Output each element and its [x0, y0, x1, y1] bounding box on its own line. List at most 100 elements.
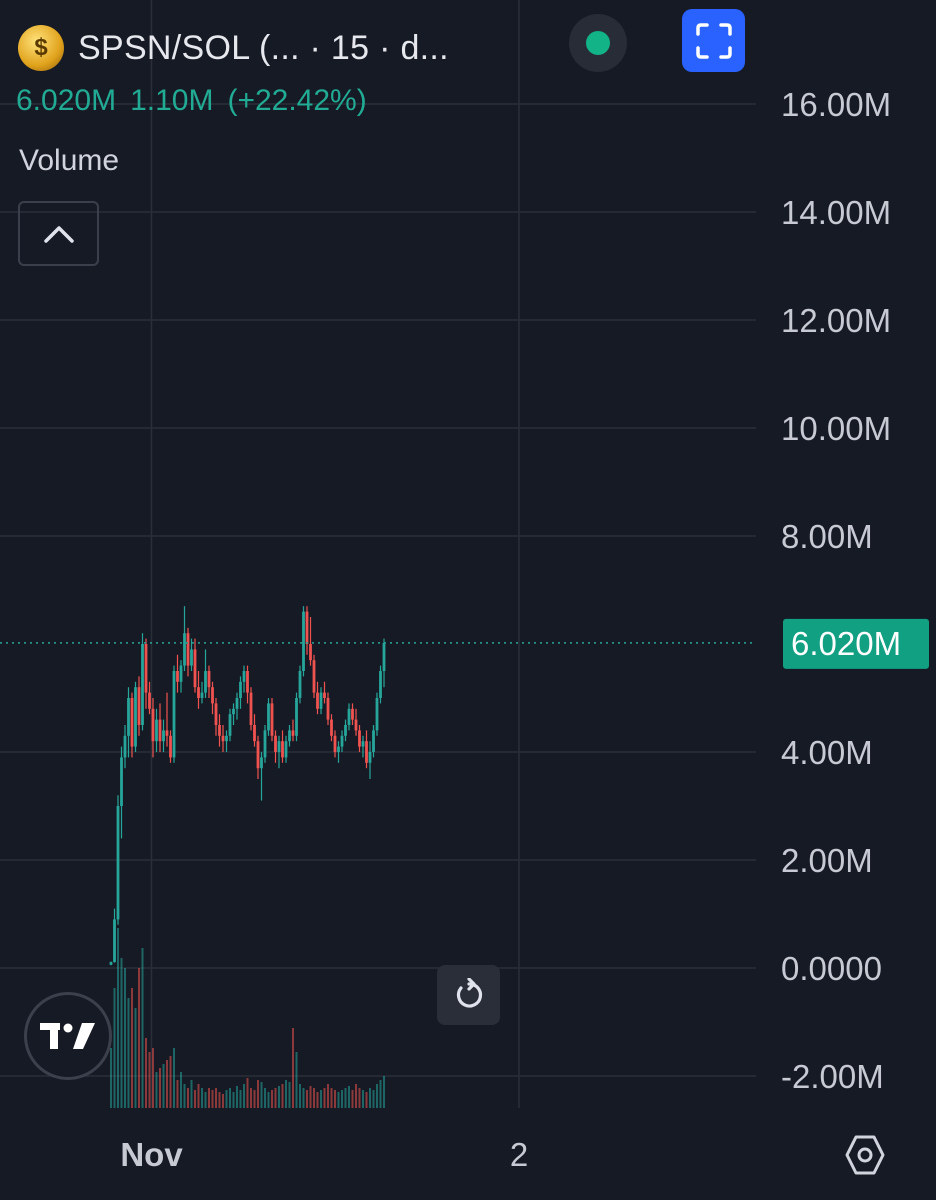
- symbol-header[interactable]: $ SPSN/SOL (... · 15 · d...: [18, 24, 449, 72]
- candle-body: [305, 611, 309, 644]
- candle-body: [277, 741, 281, 752]
- price-tick-label: 16.00M: [781, 86, 891, 123]
- chevron-up-icon: [43, 225, 74, 243]
- volume-bar: [264, 1088, 266, 1108]
- candle-body: [281, 741, 284, 758]
- candle-body: [333, 735, 337, 752]
- candle-body: [298, 671, 302, 698]
- volume-bar: [257, 1080, 259, 1108]
- volume-bar: [169, 1056, 172, 1108]
- candle-body: [309, 644, 312, 661]
- candle-body: [179, 665, 183, 682]
- candle-body: [165, 730, 169, 736]
- volume-bar: [306, 1090, 308, 1108]
- volume-bar: [299, 1084, 301, 1108]
- price-tick-label: 14.00M: [781, 194, 891, 231]
- volume-bar: [351, 1090, 354, 1108]
- volume-bar: [194, 1090, 196, 1108]
- volume-bar: [278, 1086, 280, 1108]
- spsn-coin-icon: $: [18, 25, 64, 71]
- settings-icon: [845, 1135, 885, 1175]
- market-status-dot: [586, 31, 610, 55]
- candle-body: [291, 730, 295, 736]
- volume-bar: [187, 1088, 189, 1108]
- candle-body: [200, 692, 204, 698]
- chart-settings-button[interactable]: [840, 1130, 890, 1180]
- volume-bar: [362, 1090, 364, 1108]
- price-axis: 16.00M 14.00M 12.00M 10.00M 8.00M 4.00M 2.00M 0…: [781, 86, 891, 1095]
- candle-body: [197, 687, 200, 698]
- candle-body: [218, 725, 221, 736]
- price-tick-label: -2.00M: [781, 1058, 884, 1095]
- candle-body: [186, 633, 190, 666]
- volume-bar: [127, 998, 130, 1108]
- volume-bar: [334, 1090, 336, 1108]
- volume-bar: [288, 1082, 291, 1108]
- candle-body: [204, 671, 207, 693]
- candle-body: [193, 649, 197, 688]
- candle-body: [358, 730, 361, 747]
- candle-body: [368, 752, 372, 763]
- volume-bar: [313, 1088, 315, 1108]
- candle-body: [340, 735, 344, 747]
- volume-bar: [180, 1072, 182, 1108]
- volume-bar: [138, 968, 140, 1108]
- volume-bar: [274, 1088, 277, 1108]
- candle-body: [379, 671, 382, 698]
- candle-body: [242, 671, 246, 682]
- volume-bar: [208, 1088, 210, 1108]
- candle-body: [162, 730, 165, 742]
- volume-bar: [344, 1088, 347, 1108]
- volume-bar: [365, 1092, 368, 1108]
- last-price-badge: [783, 618, 929, 669]
- volume-bar: [222, 1094, 224, 1108]
- volume-bar: [110, 1048, 112, 1108]
- volume-bar: [271, 1090, 273, 1108]
- candle-body: [263, 730, 267, 758]
- candle-body: [144, 644, 148, 693]
- volume-bar: [320, 1090, 322, 1108]
- time-tick-label: Nov: [120, 1136, 183, 1173]
- reset-chart-button[interactable]: [437, 965, 500, 1025]
- volume-bar: [372, 1090, 375, 1108]
- candle-body: [151, 708, 155, 742]
- collapse-legend-button[interactable]: [18, 201, 99, 266]
- legend-value: 6.020M: [16, 84, 117, 117]
- volume-bar: [131, 988, 133, 1108]
- symbol-title[interactable]: SPSN/SOL (... · 15 · d...: [78, 28, 449, 67]
- volume-bar: [316, 1092, 319, 1108]
- volume-bar: [113, 988, 116, 1108]
- candle-body: [351, 708, 354, 720]
- candle-body: [155, 719, 158, 742]
- candle-body: [158, 719, 162, 742]
- volume-bar: [369, 1088, 371, 1108]
- volume-bar: [124, 968, 126, 1108]
- fullscreen-button[interactable]: [682, 9, 745, 72]
- volume-bar: [253, 1090, 256, 1108]
- candle-body: [123, 735, 127, 758]
- candle-body: [211, 687, 214, 704]
- candle-body: [127, 698, 130, 736]
- price-tick-label: 8.00M: [781, 518, 873, 555]
- status-indicator[interactable]: [569, 14, 627, 72]
- candle-body: [109, 962, 113, 965]
- candle-body: [270, 703, 274, 736]
- volume-bar: [204, 1092, 207, 1108]
- candle-body: [256, 741, 260, 769]
- candle-body: [354, 719, 358, 731]
- candle-body: [312, 660, 316, 693]
- tradingview-logo-icon: [40, 1023, 95, 1049]
- candle-body: [267, 703, 270, 731]
- volume-bar: [134, 1008, 137, 1108]
- volume-bar: [327, 1084, 329, 1108]
- tradingview-logo-button[interactable]: [24, 992, 112, 1080]
- candle-body: [382, 642, 386, 671]
- volume-bar: [183, 1084, 186, 1108]
- candle-body: [288, 730, 291, 742]
- volume-bar: [348, 1086, 350, 1108]
- legend-values: 6.020M 1.10M (+22.42%): [16, 84, 381, 118]
- last-price-line: 6.020M: [0, 618, 929, 669]
- last-price-label: 6.020M: [791, 625, 901, 662]
- candle-body: [183, 633, 186, 666]
